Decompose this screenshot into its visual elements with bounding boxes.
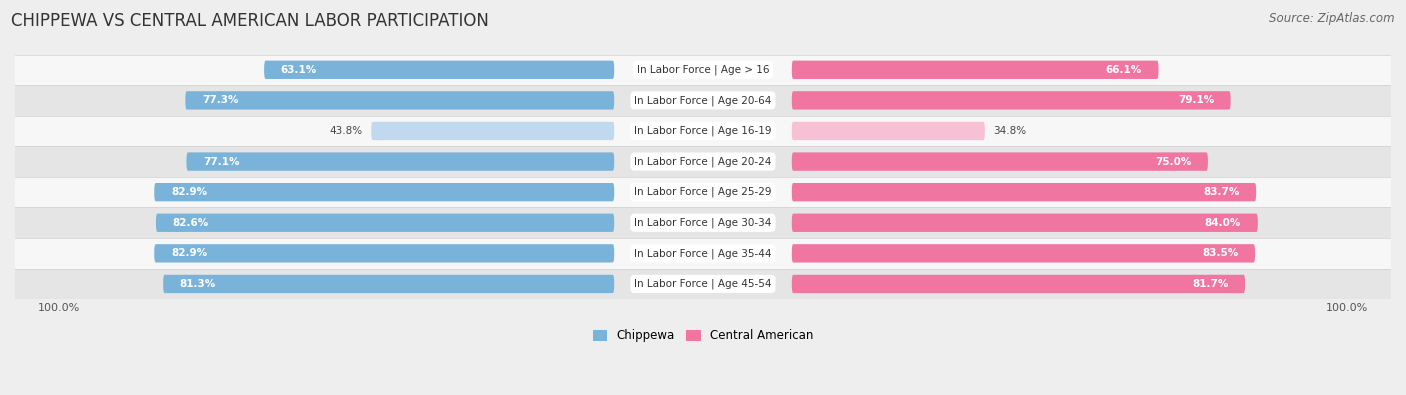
- Text: 82.9%: 82.9%: [172, 248, 207, 258]
- FancyBboxPatch shape: [371, 122, 614, 140]
- Text: 79.1%: 79.1%: [1178, 95, 1213, 105]
- Text: 82.6%: 82.6%: [173, 218, 209, 228]
- Text: In Labor Force | Age 25-29: In Labor Force | Age 25-29: [634, 187, 772, 198]
- FancyBboxPatch shape: [792, 183, 1256, 201]
- Bar: [15, 146, 1391, 177]
- Text: 81.7%: 81.7%: [1192, 279, 1229, 289]
- Text: 43.8%: 43.8%: [330, 126, 363, 136]
- Text: 63.1%: 63.1%: [281, 65, 316, 75]
- Text: 66.1%: 66.1%: [1105, 65, 1142, 75]
- Text: 77.3%: 77.3%: [202, 95, 239, 105]
- Text: 77.1%: 77.1%: [202, 156, 239, 167]
- Bar: [15, 207, 1391, 238]
- FancyBboxPatch shape: [792, 275, 1246, 293]
- FancyBboxPatch shape: [163, 275, 614, 293]
- Text: 83.7%: 83.7%: [1204, 187, 1240, 197]
- Text: CHIPPEWA VS CENTRAL AMERICAN LABOR PARTICIPATION: CHIPPEWA VS CENTRAL AMERICAN LABOR PARTI…: [11, 12, 489, 30]
- Bar: [15, 177, 1391, 207]
- FancyBboxPatch shape: [792, 214, 1258, 232]
- FancyBboxPatch shape: [156, 214, 614, 232]
- Bar: [15, 116, 1391, 146]
- Bar: [15, 55, 1391, 85]
- Text: 83.5%: 83.5%: [1202, 248, 1239, 258]
- Legend: Chippewa, Central American: Chippewa, Central American: [588, 325, 818, 347]
- Bar: [15, 238, 1391, 269]
- FancyBboxPatch shape: [187, 152, 614, 171]
- FancyBboxPatch shape: [186, 91, 614, 109]
- FancyBboxPatch shape: [155, 183, 614, 201]
- Text: In Labor Force | Age 30-34: In Labor Force | Age 30-34: [634, 218, 772, 228]
- Text: In Labor Force | Age 45-54: In Labor Force | Age 45-54: [634, 279, 772, 289]
- Text: In Labor Force | Age 35-44: In Labor Force | Age 35-44: [634, 248, 772, 259]
- Bar: [15, 85, 1391, 116]
- Text: Source: ZipAtlas.com: Source: ZipAtlas.com: [1270, 12, 1395, 25]
- Text: 84.0%: 84.0%: [1205, 218, 1241, 228]
- Text: In Labor Force | Age > 16: In Labor Force | Age > 16: [637, 64, 769, 75]
- Text: In Labor Force | Age 20-24: In Labor Force | Age 20-24: [634, 156, 772, 167]
- FancyBboxPatch shape: [792, 91, 1230, 109]
- Text: 81.3%: 81.3%: [180, 279, 217, 289]
- FancyBboxPatch shape: [155, 244, 614, 263]
- Text: In Labor Force | Age 16-19: In Labor Force | Age 16-19: [634, 126, 772, 136]
- Text: In Labor Force | Age 20-64: In Labor Force | Age 20-64: [634, 95, 772, 105]
- FancyBboxPatch shape: [792, 152, 1208, 171]
- FancyBboxPatch shape: [264, 60, 614, 79]
- FancyBboxPatch shape: [792, 122, 984, 140]
- FancyBboxPatch shape: [792, 244, 1256, 263]
- Text: 82.9%: 82.9%: [172, 187, 207, 197]
- Text: 75.0%: 75.0%: [1154, 156, 1191, 167]
- Bar: [15, 269, 1391, 299]
- Text: 34.8%: 34.8%: [993, 126, 1026, 136]
- FancyBboxPatch shape: [792, 60, 1159, 79]
